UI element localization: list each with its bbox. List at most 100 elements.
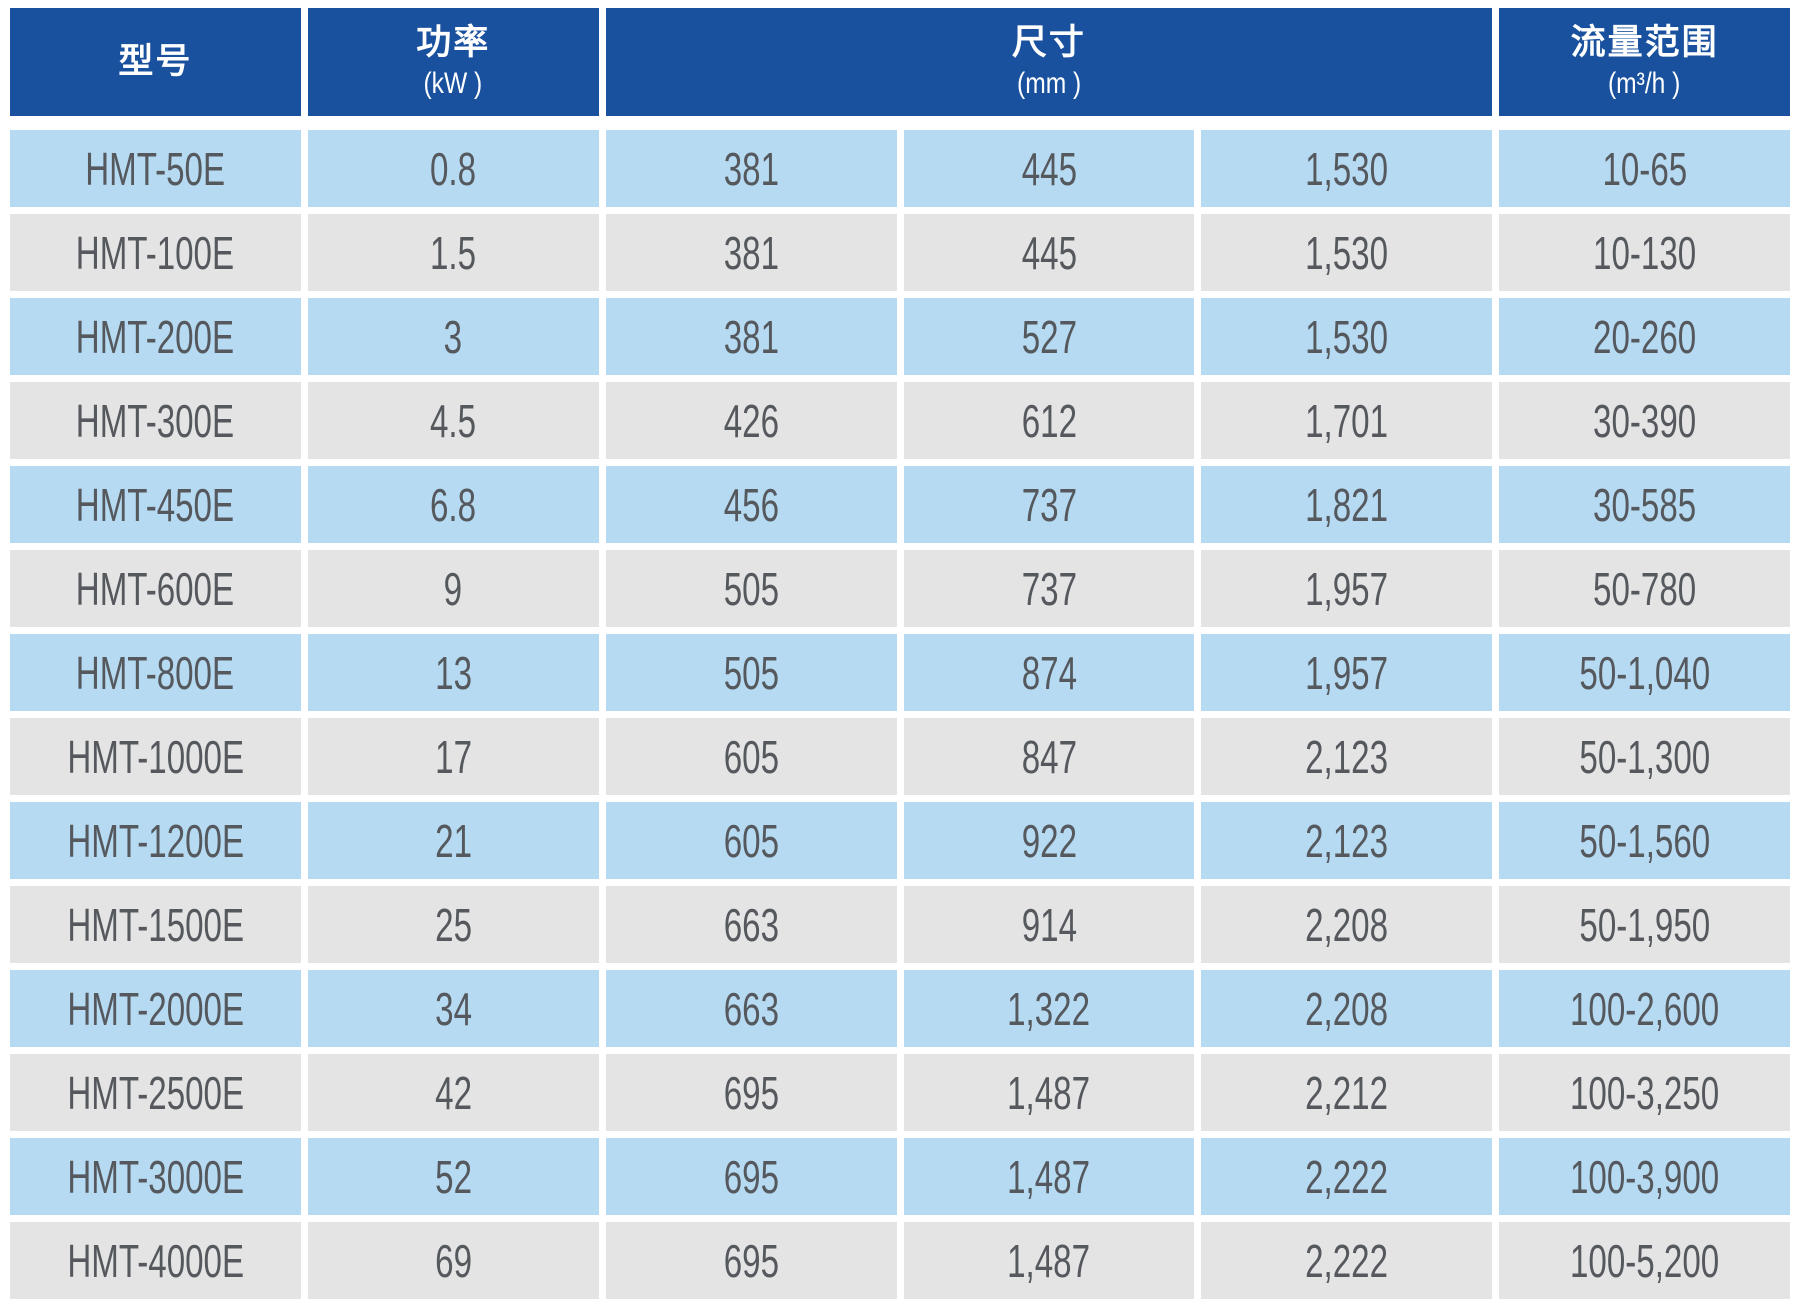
model-cell: HMT-300E [10, 382, 301, 459]
model-cell: HMT-3000E [10, 1138, 301, 1215]
dim-cell: 445 [903, 214, 1195, 291]
table-row: HMT-450E 6.8 456 737 1,821 30-585 [10, 466, 1790, 543]
header-flow-unit: (m³/h ) [1608, 66, 1681, 100]
table-row: HMT-50E 0.8 381 445 1,530 10-65 [10, 130, 1790, 207]
power-cell: 69 [307, 1222, 599, 1299]
table-row: HMT-1000E 17 605 847 2,123 50-1,300 [10, 718, 1790, 795]
dim-cell: 2,123 [1201, 718, 1493, 795]
header-cell-power: 功率 (kW ) [307, 8, 599, 116]
header-dimensions-unit: (mm ) [1016, 66, 1082, 100]
power-cell: 52 [307, 1138, 599, 1215]
header-model-title: 型号 [118, 41, 193, 81]
flow-cell: 50-1,300 [1499, 718, 1790, 795]
dim-cell: 695 [605, 1054, 897, 1131]
model-cell: HMT-2000E [10, 970, 301, 1047]
power-cell: 34 [307, 970, 599, 1047]
table-row: HMT-1200E 21 605 922 2,123 50-1,560 [10, 802, 1790, 879]
dim-cell: 1,487 [903, 1222, 1195, 1299]
dim-cell: 663 [605, 886, 897, 963]
flow-cell: 50-1,040 [1499, 634, 1790, 711]
flow-cell: 30-585 [1499, 466, 1790, 543]
flow-cell: 100-5,200 [1499, 1222, 1790, 1299]
power-cell: 13 [307, 634, 599, 711]
model-cell: HMT-450E [10, 466, 301, 543]
dim-cell: 505 [605, 550, 897, 627]
table-row: HMT-100E 1.5 381 445 1,530 10-130 [10, 214, 1790, 291]
dim-cell: 2,208 [1201, 886, 1493, 963]
dim-cell: 445 [903, 130, 1195, 207]
dim-cell: 2,222 [1201, 1138, 1493, 1215]
table-row: HMT-2500E 42 695 1,487 2,212 100-3,250 [10, 1054, 1790, 1131]
dim-cell: 1,487 [903, 1054, 1195, 1131]
model-cell: HMT-1000E [10, 718, 301, 795]
dim-cell: 1,957 [1201, 550, 1493, 627]
power-cell: 0.8 [307, 130, 599, 207]
table-row: HMT-200E 3 381 527 1,530 20-260 [10, 298, 1790, 375]
dim-cell: 1,322 [903, 970, 1195, 1047]
flow-cell: 50-780 [1499, 550, 1790, 627]
dim-cell: 737 [903, 466, 1195, 543]
power-cell: 9 [307, 550, 599, 627]
flow-cell: 100-2,600 [1499, 970, 1790, 1047]
table-row: HMT-2000E 34 663 1,322 2,208 100-2,600 [10, 970, 1790, 1047]
header-flow-title: 流量范围 [1570, 22, 1719, 62]
dim-cell: 1,701 [1201, 382, 1493, 459]
dim-cell: 1,487 [903, 1138, 1195, 1215]
dim-cell: 2,222 [1201, 1222, 1493, 1299]
flow-cell: 10-65 [1499, 130, 1790, 207]
power-cell: 3 [307, 298, 599, 375]
dim-cell: 2,123 [1201, 802, 1493, 879]
table-row: HMT-4000E 69 695 1,487 2,222 100-5,200 [10, 1222, 1790, 1299]
table-row: HMT-600E 9 505 737 1,957 50-780 [10, 550, 1790, 627]
table-row: HMT-800E 13 505 874 1,957 50-1,040 [10, 634, 1790, 711]
header-power-title: 功率 [416, 22, 491, 62]
dim-cell: 922 [903, 802, 1195, 879]
dim-cell: 605 [605, 802, 897, 879]
power-cell: 4.5 [307, 382, 599, 459]
dim-cell: 381 [605, 298, 897, 375]
dim-cell: 1,957 [1201, 634, 1493, 711]
model-cell: HMT-50E [10, 130, 301, 207]
flow-cell: 30-390 [1499, 382, 1790, 459]
flow-cell: 100-3,900 [1499, 1138, 1790, 1215]
table-row: HMT-1500E 25 663 914 2,208 50-1,950 [10, 886, 1790, 963]
dim-cell: 663 [605, 970, 897, 1047]
dim-cell: 426 [605, 382, 897, 459]
dim-cell: 381 [605, 214, 897, 291]
power-cell: 25 [307, 886, 599, 963]
power-cell: 17 [307, 718, 599, 795]
power-cell: 1.5 [307, 214, 599, 291]
dim-cell: 847 [903, 718, 1195, 795]
flow-cell: 50-1,560 [1499, 802, 1790, 879]
header-cell-dimensions: 尺寸 (mm ) [605, 8, 1493, 116]
dim-cell: 1,530 [1201, 298, 1493, 375]
power-cell: 42 [307, 1054, 599, 1131]
header-cell-flow: 流量范围 (m³/h ) [1499, 8, 1790, 116]
table-row: HMT-3000E 52 695 1,487 2,222 100-3,900 [10, 1138, 1790, 1215]
model-cell: HMT-1500E [10, 886, 301, 963]
dim-cell: 612 [903, 382, 1195, 459]
dim-cell: 737 [903, 550, 1195, 627]
power-cell: 21 [307, 802, 599, 879]
table-row: HMT-300E 4.5 426 612 1,701 30-390 [10, 382, 1790, 459]
model-cell: HMT-2500E [10, 1054, 301, 1131]
dim-cell: 605 [605, 718, 897, 795]
dim-cell: 695 [605, 1222, 897, 1299]
flow-cell: 50-1,950 [1499, 886, 1790, 963]
header-power-unit: (kW ) [423, 66, 483, 100]
flow-cell: 10-130 [1499, 214, 1790, 291]
dim-cell: 695 [605, 1138, 897, 1215]
header-cell-model: 型号 [10, 8, 301, 116]
model-cell: HMT-100E [10, 214, 301, 291]
dim-cell: 527 [903, 298, 1195, 375]
dim-cell: 2,212 [1201, 1054, 1493, 1131]
dim-cell: 1,530 [1201, 130, 1493, 207]
model-cell: HMT-800E [10, 634, 301, 711]
dim-cell: 874 [903, 634, 1195, 711]
dim-cell: 505 [605, 634, 897, 711]
model-cell: HMT-4000E [10, 1222, 301, 1299]
flow-cell: 20-260 [1499, 298, 1790, 375]
model-cell: HMT-1200E [10, 802, 301, 879]
dim-cell: 1,530 [1201, 214, 1493, 291]
dim-cell: 914 [903, 886, 1195, 963]
